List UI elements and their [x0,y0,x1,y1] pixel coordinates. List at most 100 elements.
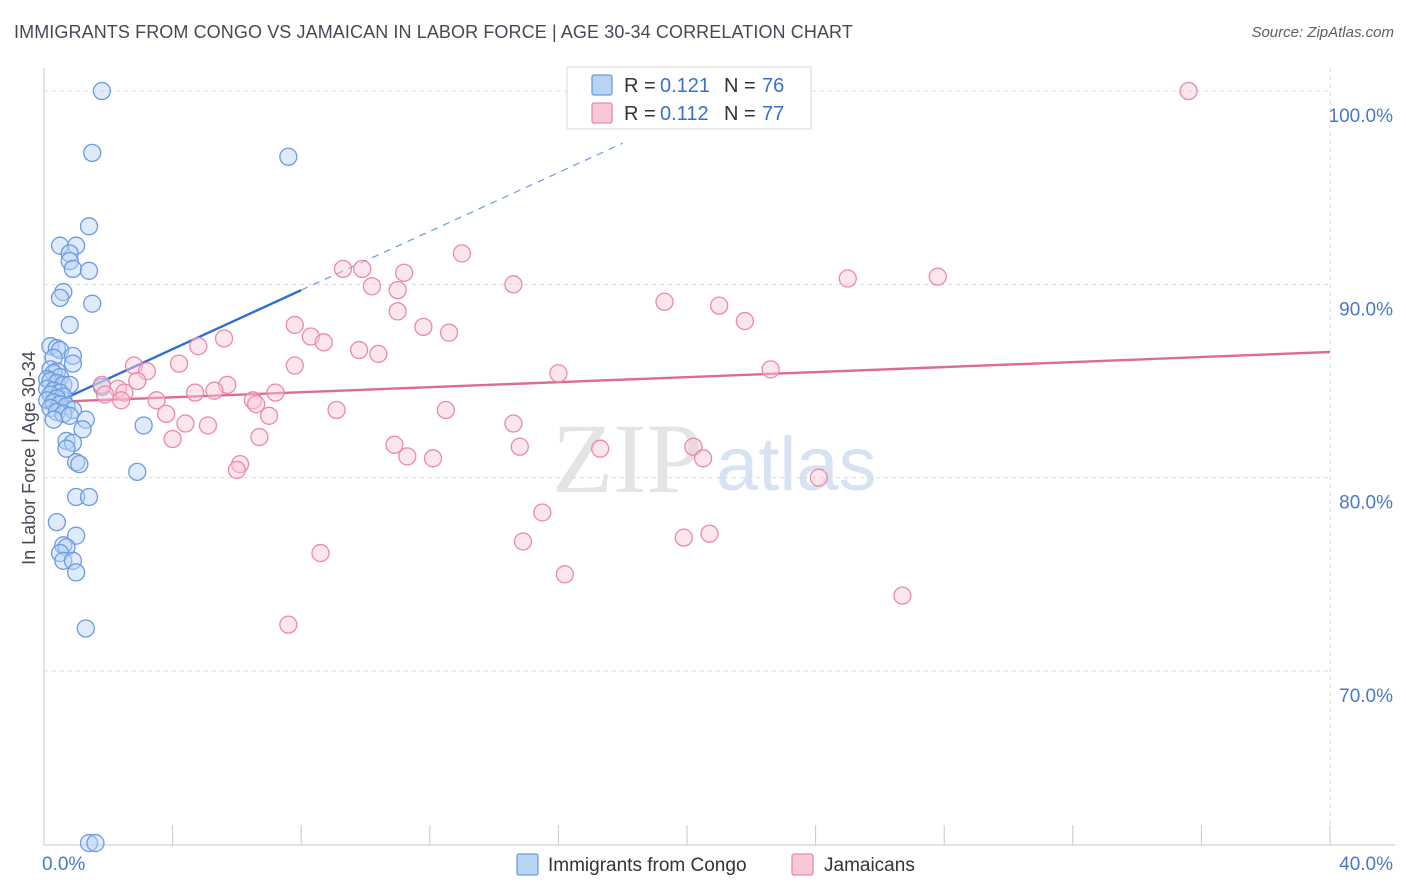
data-point-pink [510,437,529,456]
data-point-pink [893,586,912,605]
data-point-pink [227,460,247,480]
y-tick-label: 100.0% [1329,106,1394,127]
data-point-pink [333,259,353,279]
data-point-pink [311,543,330,563]
data-point-blue [38,369,57,389]
axes [43,68,1395,846]
data-point-blue [92,81,112,101]
data-point-blue [86,833,105,853]
stats-r-label-blue: R = [624,75,656,97]
data-point-pink [674,528,693,547]
x-tick-label: 40.0% [1339,854,1393,875]
stats-box: R = 0.121 N = 76 R = 0.112 N = 77 [566,66,812,130]
data-point-blue [47,512,67,532]
data-point-blue [41,337,60,356]
data-point-blue [63,354,83,373]
data-point-blue [79,217,99,236]
data-point-blue [76,410,95,429]
data-point-pink [250,427,269,447]
data-point-pink [314,333,333,352]
data-point-blue [63,259,83,279]
data-point-pink [214,329,234,348]
data-point-pink [128,371,147,391]
data-point-pink [388,302,407,321]
data-point-pink [838,269,857,288]
stats-n-value-blue: 76 [762,75,784,97]
stats-r-value-pink: 0.112 [660,103,709,125]
data-point-pink [452,244,472,263]
data-point-pink [259,406,279,425]
legend-label-congo: Immigrants from Congo [548,855,747,876]
data-point-pink [439,323,459,342]
data-point-pink [533,503,552,522]
data-point-blue [83,143,102,163]
legend-label-jamaicans: Jamaicans [824,855,915,876]
data-point-blue [79,261,99,280]
data-point-pink [362,277,382,296]
data-point-blue [70,454,89,474]
data-point-pink [928,267,947,286]
data-point-pink [176,414,195,433]
data-point-blue [67,487,86,507]
data-point-pink [95,385,115,404]
y-tick-label: 70.0% [1339,686,1393,707]
data-point-pink [809,468,828,487]
data-point-pink [185,383,205,402]
data-point-blue [134,416,153,435]
data-point-pink [285,356,304,375]
data-point-pink [398,447,417,466]
data-point-blue [60,406,79,425]
data-point-pink [549,364,568,383]
data-point-blue [63,400,83,420]
x-tick-label: 0.0% [42,854,85,875]
stats-n-label-blue: N = [724,75,756,97]
stats-r-value-blue: 0.121 [660,75,710,97]
data-points [38,81,1198,853]
data-point-pink [112,391,131,410]
chart-title: IMMIGRANTS FROM CONGO VS JAMAICAN IN LAB… [14,22,853,42]
data-point-pink [266,383,285,402]
data-point-blue [79,487,99,507]
data-point-pink [137,362,157,381]
data-point-blue [60,375,79,395]
data-point-pink [504,414,523,433]
legend-swatch-congo [516,853,539,876]
series-blue [38,81,298,853]
data-point-pink [761,360,780,379]
data-point-blue [44,410,63,429]
data-point-pink [693,449,713,468]
stats-swatch-pink [591,102,613,124]
trend-lines [43,142,1331,410]
data-point-blue [47,338,67,358]
data-point-pink [555,565,574,584]
data-point-blue [83,294,102,313]
data-point-pink [157,404,176,424]
data-point-pink [247,395,266,414]
data-point-pink [147,391,166,410]
legend: Immigrants from Congo Jamaicans [516,853,915,876]
data-point-blue [50,288,70,308]
y-axis-title: In Labor Force | Age 30-34 [19,351,39,565]
source-credit: Source: ZipAtlas.com [1251,24,1394,41]
data-point-blue [60,315,79,335]
data-point-pink [285,315,304,335]
trend-line-blue [43,289,302,410]
data-point-pink [700,524,719,543]
data-point-pink [388,280,407,300]
data-point-blue [54,551,73,570]
data-point-pink [735,311,755,331]
data-point-blue [60,244,79,263]
data-point-pink [710,296,729,315]
series-pink [92,81,1198,634]
data-point-pink [349,340,369,360]
data-point-pink [369,344,388,364]
data-point-pink [414,317,433,337]
data-point-pink [230,454,250,474]
data-point-blue [50,236,70,255]
data-point-blue [57,439,76,458]
data-point-pink [423,449,443,468]
watermark-zip: ZIP [552,403,702,514]
data-point-pink [189,337,208,356]
data-point-blue [67,563,86,582]
